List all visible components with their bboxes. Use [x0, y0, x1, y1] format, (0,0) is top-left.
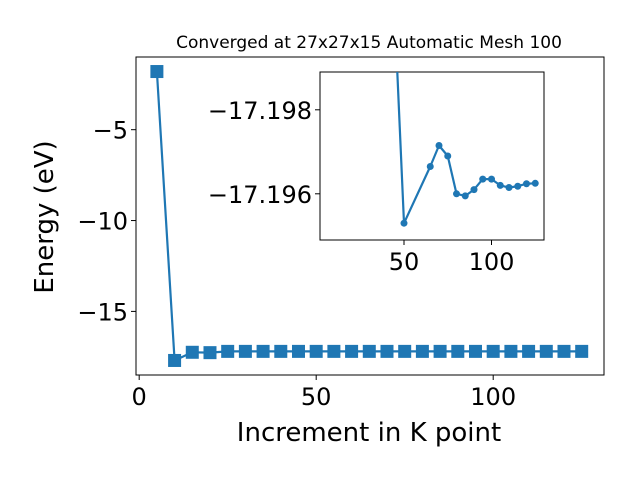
inset-data-point: [470, 186, 478, 194]
main-data-point: [539, 344, 553, 358]
main-data-point: [557, 344, 571, 358]
main-data-point: [185, 345, 199, 359]
inset-data-point: [453, 190, 460, 198]
inset-plot: 50 100 −17.198 −17.196: [208, 71, 545, 276]
inset-data-point: [426, 163, 434, 170]
main-data-point: [238, 344, 252, 358]
main-data-layer: [150, 65, 589, 367]
inset-data-point: [523, 180, 530, 188]
chart-title: Converged at 27x27x15 Automatic Mesh 100: [176, 33, 562, 53]
x-axis-label: Increment in K point: [237, 418, 501, 448]
y-axis-label: Energy (eV): [30, 140, 60, 293]
inset-data-point: [488, 175, 495, 183]
main-y-tick-label: −15: [77, 298, 128, 326]
main-data-point: [468, 344, 482, 358]
inset-frame: [319, 71, 545, 241]
main-y-tick-label: −5: [93, 117, 128, 145]
inset-data-point: [400, 219, 408, 227]
main-data-point: [362, 344, 376, 358]
main-data-point: [309, 344, 323, 358]
main-data-point: [221, 344, 235, 358]
main-data-point: [433, 344, 447, 358]
main-data-point: [504, 344, 518, 358]
main-data-point: [398, 344, 412, 358]
main-data-point: [380, 344, 394, 358]
main-x-tick-label: 100: [470, 383, 516, 411]
main-data-point: [345, 344, 359, 358]
inset-x-tick-label: 100: [469, 248, 515, 276]
inset-data-point: [444, 152, 452, 160]
main-data-point: [486, 344, 500, 358]
main-data-point: [150, 65, 164, 79]
inset-x-tick-label: 50: [389, 248, 420, 276]
main-x-tick-label: 50: [301, 383, 332, 411]
main-data-point: [203, 346, 217, 360]
inset-data-point: [496, 181, 504, 189]
inset-data-point: [435, 142, 443, 149]
main-data-point: [274, 344, 288, 358]
main-data-point: [575, 344, 589, 358]
inset-data-point: [479, 175, 487, 183]
inset-data-point: [461, 192, 469, 200]
main-data-point: [168, 353, 182, 367]
inset-y-tick-label: −17.196: [208, 181, 312, 209]
inset-data-point: [505, 184, 513, 191]
main-data-point: [451, 344, 465, 358]
main-data-point: [522, 344, 536, 358]
inset-y-tick-label: −17.198: [208, 97, 312, 125]
main-data-point: [291, 344, 305, 358]
inset-data-point: [514, 182, 522, 190]
main-data-point: [415, 344, 429, 358]
inset-data-layer: [396, 72, 539, 227]
main-data-point: [327, 344, 341, 358]
main-x-tick-label: 0: [132, 383, 147, 411]
main-y-tick-label: −10: [77, 208, 128, 236]
main-data-point: [256, 344, 270, 358]
inset-data-point: [531, 179, 539, 187]
